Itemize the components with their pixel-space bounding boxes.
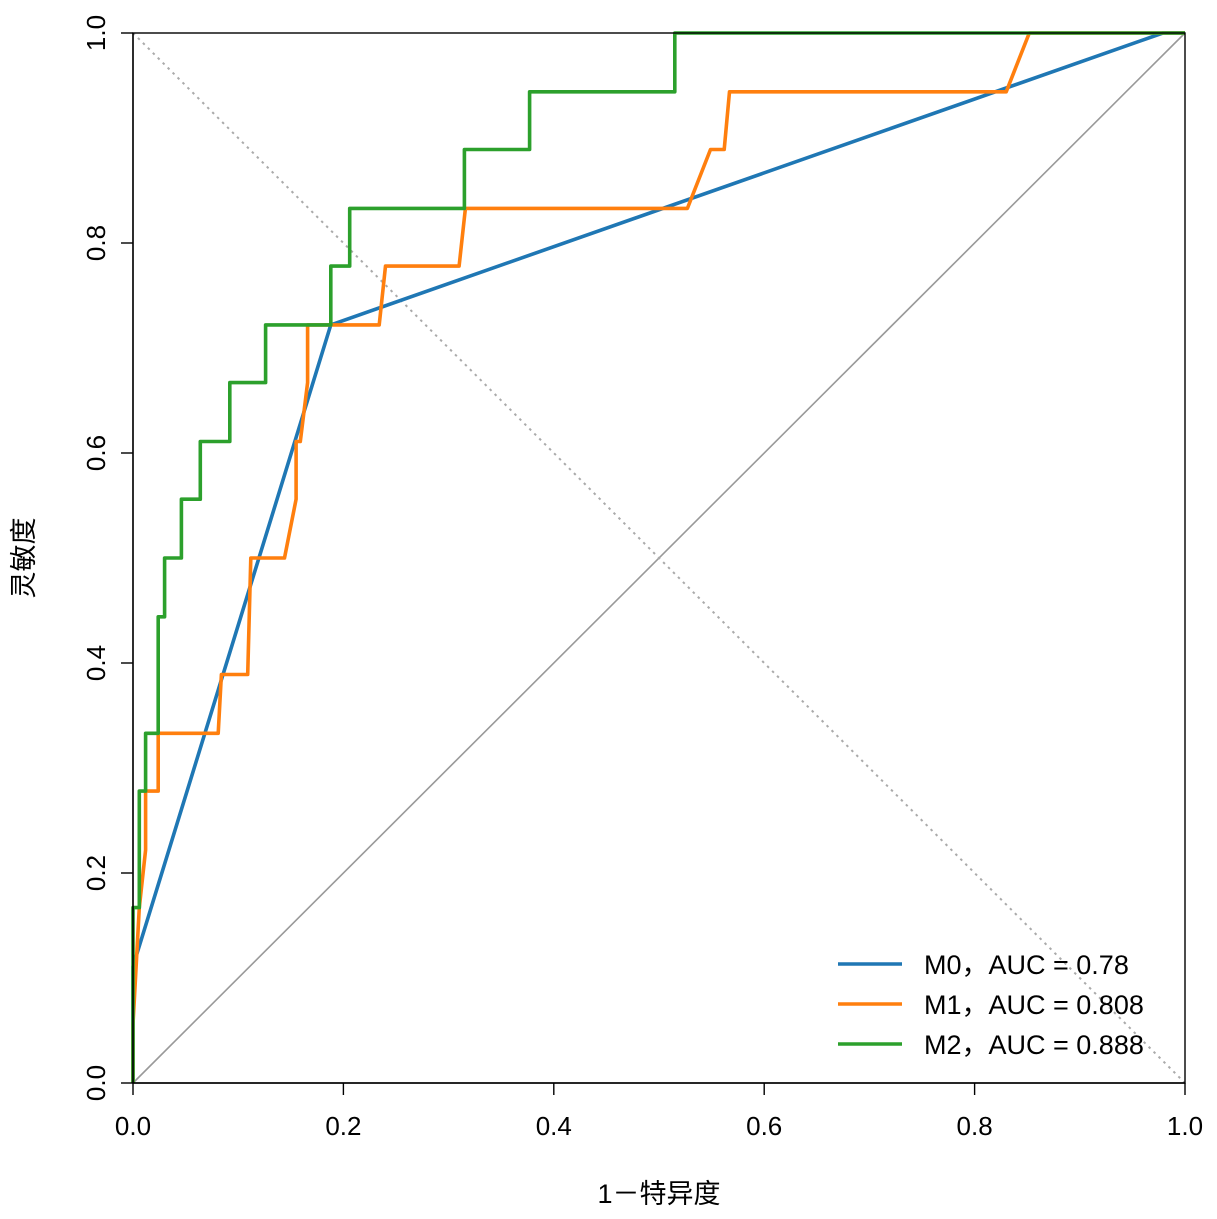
- y-tick-label: 0.0: [81, 1065, 111, 1101]
- y-tick-label: 1.0: [81, 15, 111, 51]
- anti-diagonal-line: [132, 32, 1186, 1084]
- x-tick-label: 1.0: [1167, 1111, 1203, 1141]
- x-tick-label: 0.0: [115, 1111, 151, 1141]
- y-axis: 0.0 0.2 0.4 0.6 0.8 1.0: [81, 15, 134, 1101]
- x-axis: 0.0 0.2 0.4 0.6 0.8 1.0: [115, 1082, 1203, 1141]
- legend-label-m0: M0，AUC = 0.78: [924, 950, 1129, 980]
- legend-label-m2: M2，AUC = 0.888: [924, 1030, 1144, 1060]
- y-tick-label: 0.4: [81, 645, 111, 681]
- x-tick-label: 0.4: [536, 1111, 572, 1141]
- y-tick-label: 0.6: [81, 435, 111, 471]
- y-axis-label: 灵敏度: [9, 518, 39, 599]
- reference-lines: [132, 32, 1186, 1084]
- y-tick-label: 0.2: [81, 855, 111, 891]
- x-axis-label: 1－特异度: [597, 1179, 720, 1209]
- x-tick-label: 0.6: [746, 1111, 782, 1141]
- legend: M0，AUC = 0.78 M1，AUC = 0.808 M2，AUC = 0.88…: [838, 950, 1144, 1060]
- y-tick-label: 0.8: [81, 225, 111, 261]
- roc-curve-m2: [131, 31, 1185, 1083]
- x-tick-label: 0.2: [325, 1111, 361, 1141]
- roc-curve-m1: [131, 31, 1185, 1083]
- legend-label-m1: M1，AUC = 0.808: [924, 990, 1144, 1020]
- x-tick-label: 0.8: [957, 1111, 993, 1141]
